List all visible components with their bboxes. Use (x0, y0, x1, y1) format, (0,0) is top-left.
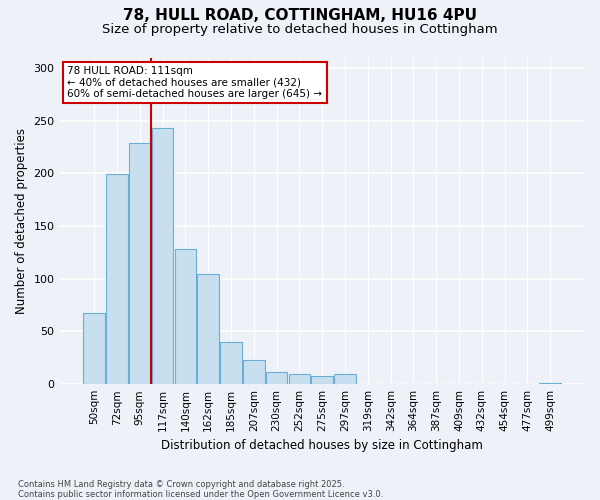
Text: Contains HM Land Registry data © Crown copyright and database right 2025.
Contai: Contains HM Land Registry data © Crown c… (18, 480, 383, 499)
Bar (220, 342, 242, 384)
Text: 78 HULL ROAD: 111sqm
← 40% of detached houses are smaller (432)
60% of semi-deta: 78 HULL ROAD: 111sqm ← 40% of detached h… (67, 66, 322, 99)
Bar (334, 374, 356, 384)
Bar (539, 383, 561, 384)
Bar (106, 174, 128, 384)
Bar (311, 376, 333, 384)
Text: 78, HULL ROAD, COTTINGHAM, HU16 4PU: 78, HULL ROAD, COTTINGHAM, HU16 4PU (123, 8, 477, 22)
Bar (289, 374, 310, 384)
Text: Size of property relative to detached houses in Cottingham: Size of property relative to detached ho… (102, 22, 498, 36)
Bar (266, 372, 287, 384)
Bar (83, 312, 105, 384)
Bar (129, 143, 151, 384)
Bar (243, 360, 265, 384)
Bar (175, 250, 196, 384)
X-axis label: Distribution of detached houses by size in Cottingham: Distribution of detached houses by size … (161, 440, 483, 452)
Y-axis label: Number of detached properties: Number of detached properties (15, 128, 28, 314)
Bar (152, 128, 173, 384)
Bar (197, 274, 219, 384)
